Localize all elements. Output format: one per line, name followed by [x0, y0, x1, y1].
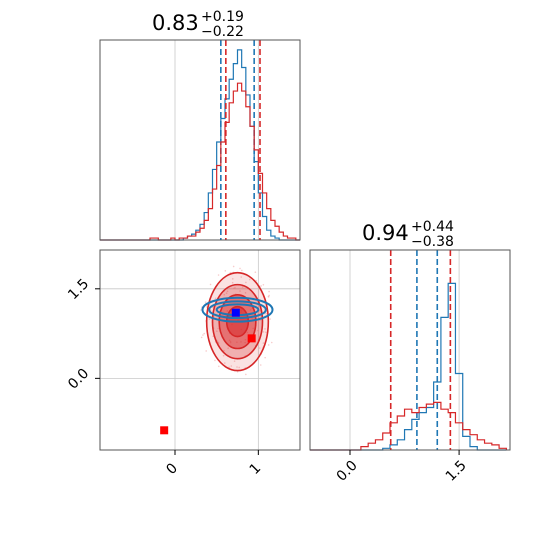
- contour-blue-level-2: [208, 300, 267, 320]
- y-tick-label: 1.5: [65, 276, 92, 303]
- sample-point: [232, 265, 235, 268]
- sample-point: [254, 271, 257, 274]
- sample-point: [233, 360, 236, 362]
- sample-point: [246, 331, 249, 334]
- panel-frame: [309, 249, 511, 451]
- sample-point: [230, 365, 233, 367]
- sample-point: [208, 318, 211, 320]
- sample-point: [244, 341, 246, 344]
- sample-point: [238, 366, 240, 369]
- sample-point: [239, 267, 241, 270]
- sample-point: [217, 274, 220, 276]
- sample-point: [240, 341, 242, 343]
- sample-point: [224, 270, 227, 272]
- sample-point: [239, 290, 241, 292]
- panel-frame: [99, 249, 301, 451]
- sample-point: [264, 328, 266, 330]
- sample-point: [228, 366, 230, 369]
- sample-point: [228, 339, 231, 342]
- sample-point: [217, 341, 220, 344]
- sample-point: [227, 347, 229, 349]
- sample-point: [214, 297, 217, 300]
- sample-point: [262, 283, 265, 286]
- histogram-step-blue: [100, 49, 300, 241]
- sample-point: [244, 292, 247, 294]
- panel-top-left: 0.83 +0.19 −0.22: [99, 9, 301, 241]
- sample-point: [226, 290, 229, 293]
- sample-point: [222, 354, 225, 357]
- marker-marker_red: [247, 334, 256, 343]
- sample-point: [262, 331, 265, 333]
- y-tick-label: 0.0: [65, 366, 92, 393]
- marker-marker_red: [160, 426, 169, 435]
- sample-point: [209, 283, 212, 286]
- sample-point: [204, 301, 207, 303]
- sample-point: [226, 310, 229, 312]
- sample-point: [231, 281, 234, 284]
- sample-point: [260, 285, 262, 287]
- sample-point: [231, 278, 234, 280]
- sample-point: [223, 293, 226, 296]
- sample-point: [203, 332, 206, 335]
- sample-point: [262, 342, 265, 344]
- panel-title-value: 0.94: [362, 221, 409, 245]
- sample-point: [270, 341, 273, 344]
- sample-point: [202, 334, 204, 336]
- sample-point: [267, 344, 270, 346]
- sample-point: [214, 359, 216, 362]
- sample-point: [268, 294, 270, 297]
- panel-frame: [99, 39, 301, 241]
- panel-title-minus: −0.22: [201, 24, 244, 40]
- sample-point: [245, 373, 247, 376]
- contour-blue-level-1: [201, 296, 274, 323]
- marker-marker_blue: [231, 308, 240, 317]
- panel-title-value: 0.83: [152, 11, 199, 35]
- sample-point: [236, 371, 239, 373]
- sample-point: [205, 350, 207, 352]
- sample-point: [268, 290, 270, 293]
- sample-point: [249, 309, 252, 311]
- sample-point: [240, 276, 243, 278]
- sample-point: [224, 362, 226, 364]
- sample-point: [244, 338, 247, 341]
- panel-title-plus: +0.44: [411, 219, 454, 235]
- x-tick-label: 1: [247, 460, 265, 478]
- sample-point: [217, 327, 220, 330]
- sample-point: [259, 364, 262, 366]
- sample-point: [223, 349, 225, 352]
- sample-point: [258, 347, 261, 349]
- sample-point: [225, 292, 228, 295]
- sample-point: [252, 327, 254, 330]
- panel-title-minus: −0.38: [411, 234, 454, 250]
- histogram-step-red: [310, 401, 507, 451]
- sample-point: [233, 287, 235, 290]
- x-tick-label: 1.5: [443, 458, 470, 485]
- sample-point: [200, 336, 203, 339]
- histogram-step-red: [100, 82, 300, 241]
- sample-point: [265, 312, 267, 315]
- sample-point: [236, 341, 238, 344]
- sample-point: [265, 331, 267, 334]
- panel-title-plus: +0.19: [201, 9, 244, 25]
- sample-point: [218, 365, 220, 368]
- sample-point: [245, 281, 247, 284]
- histogram-step-blue: [310, 282, 507, 451]
- sample-point: [257, 329, 259, 332]
- x-tick-label: 0.0: [334, 458, 361, 485]
- sample-point: [229, 341, 232, 344]
- panel-bottom-left: 0 1 0.0 1.5: [65, 249, 301, 478]
- sample-point: [241, 269, 243, 272]
- sample-point: [236, 366, 238, 368]
- sample-point: [264, 356, 266, 359]
- sample-point: [269, 318, 271, 320]
- sample-point: [200, 309, 202, 311]
- sample-point: [248, 278, 251, 281]
- panel-bottom-right: 0.94 +0.44 −0.38 0.0 1.5: [309, 219, 511, 485]
- x-tick-label: 0: [163, 460, 181, 478]
- sample-point: [216, 330, 218, 332]
- sample-point: [267, 296, 270, 298]
- sample-point: [241, 286, 244, 288]
